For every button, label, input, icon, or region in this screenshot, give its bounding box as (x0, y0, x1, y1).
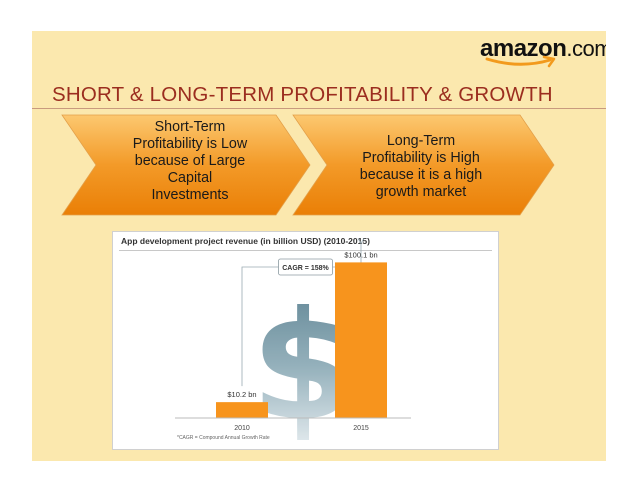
chart-title-divider (119, 250, 492, 251)
bar-2010 (216, 402, 268, 418)
value-label-2015: $100.1 bn (344, 250, 377, 259)
logo-suffix: .com (566, 36, 606, 61)
value-labels: $10.2 bn $100.1 bn (227, 250, 377, 399)
slide-title: SHORT & LONG-TERM PROFITABILITY & GROWTH (52, 83, 553, 106)
chart-footnote: *CAGR = Compound Annual Growth Rate (177, 435, 270, 441)
revenue-chart: App development project revenue (in bill… (112, 231, 499, 450)
bars (216, 262, 387, 418)
chevron-process (61, 114, 555, 216)
bar-2015 (335, 262, 387, 418)
cagr-arrow-head (357, 238, 365, 245)
chevron-short-term-text: Short-Term Profitability is Low because … (132, 119, 248, 203)
chart-plot: $ CAGR = 158% $10.2 bn$100.1 bn 2010 2015 (175, 238, 411, 449)
chevron-long-term-text: Long-Term Profitability is High because … (359, 133, 483, 200)
smile-arrow-icon (485, 55, 556, 68)
cagr-bracket: CAGR = 158% (241, 238, 365, 387)
tick-label-2015: 2015 (353, 425, 369, 432)
value-label-2010: $10.2 bn (227, 390, 256, 399)
slide: amazon.com SHORT & LONG-TERM PROFITABILI… (32, 31, 606, 461)
tick-label-2010: 2010 (234, 425, 250, 432)
amazon-logo: amazon.com (480, 35, 606, 75)
cagr-box (278, 258, 333, 276)
chevron-short-term (61, 114, 311, 216)
title-divider (32, 108, 606, 109)
chart-title: App development project revenue (in bill… (121, 236, 370, 246)
category-labels: 2010 2015 (234, 425, 369, 432)
cagr-annotation: CAGR = 158% (282, 265, 329, 272)
chevron-long-term (292, 114, 555, 216)
